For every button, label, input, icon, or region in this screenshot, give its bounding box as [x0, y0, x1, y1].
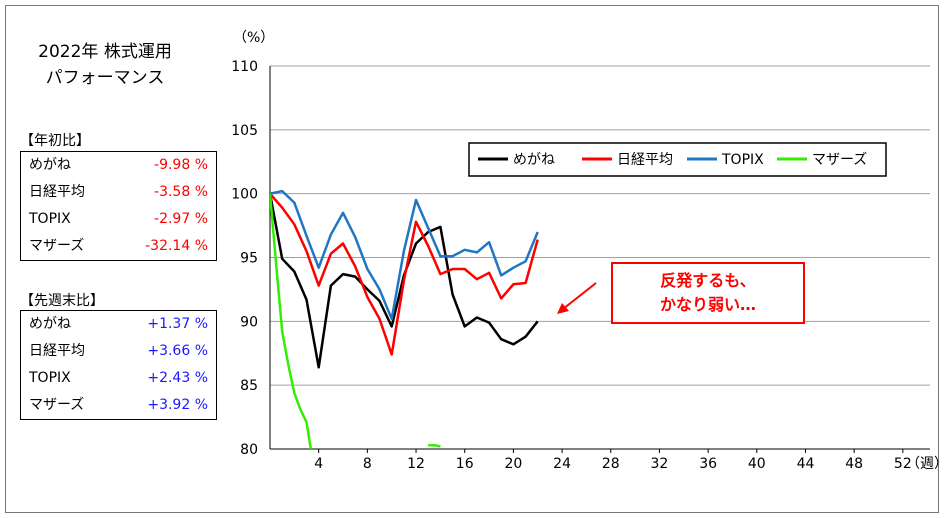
- x-axis-unit-label: （週）: [906, 456, 944, 472]
- series-lines: [270, 189, 539, 449]
- x-tick-label: 40: [748, 456, 766, 472]
- callout-arrow: [557, 282, 597, 314]
- y-axis-labels: 80 85 90 95 100 105 110: [231, 59, 258, 458]
- ytd-section-label: 【年初比】: [20, 133, 90, 149]
- wow-name: めがね: [29, 316, 71, 332]
- x-tick-label: 48: [845, 456, 863, 472]
- chart-title-line1: 2022年 株式運用: [38, 42, 172, 62]
- y-tick-label: 80: [240, 442, 258, 458]
- y-tick-label: 105: [231, 123, 258, 139]
- series-line-2: [270, 189, 539, 321]
- y-axis-unit-label: （%）: [233, 30, 274, 46]
- x-tick-label: 52: [894, 456, 912, 472]
- ytd-value: -3.58 %: [154, 184, 208, 200]
- ytd-name: TOPIX: [29, 211, 71, 227]
- ytd-row: TOPIX -2.97 %: [21, 206, 216, 233]
- legend-label: めがね: [513, 152, 555, 168]
- ytd-value: -32.14 %: [145, 238, 208, 254]
- ytd-table: めがね -9.98 % 日経平均 -3.58 % TOPIX -2.97 % マザーズ…: [20, 151, 217, 261]
- wow-row: 日経平均 +3.66 %: [21, 338, 216, 365]
- wow-row: めがね +1.37 %: [21, 311, 216, 338]
- wow-value: +1.37 %: [147, 316, 208, 332]
- series-line-3: [270, 193, 313, 449]
- x-tick-label: 28: [602, 456, 620, 472]
- ytd-row: マザーズ -32.14 %: [21, 233, 216, 260]
- x-tick-label: 44: [797, 456, 815, 472]
- wow-row: マザーズ +3.92 %: [21, 392, 216, 419]
- grid-lines: [269, 65, 930, 453]
- y-tick-label: 90: [240, 314, 258, 330]
- annotation-callout: 反発するも、 かなり弱い…: [611, 262, 805, 324]
- x-tick-label: 36: [699, 456, 717, 472]
- ytd-row: めがね -9.98 %: [21, 152, 216, 179]
- x-tick-label: 24: [553, 456, 571, 472]
- x-tick-label: 32: [651, 456, 669, 472]
- y-tick-label: 85: [240, 378, 258, 394]
- legend-box: [468, 142, 887, 177]
- ytd-row: 日経平均 -3.58 %: [21, 179, 216, 206]
- annotation-line1: 反発するも、: [660, 271, 756, 290]
- legend: めがね 日経平均 TOPIX マザーズ: [468, 142, 887, 177]
- ytd-name: めがね: [29, 157, 71, 173]
- wow-value: +2.43 %: [147, 370, 208, 386]
- x-tick-label: 16: [456, 456, 474, 472]
- x-tick-label: 12: [407, 456, 425, 472]
- y-tick-label: 110: [231, 59, 258, 75]
- chart-frame: [5, 5, 939, 513]
- wow-value: +3.92 %: [147, 397, 208, 413]
- ytd-value: -9.98 %: [154, 157, 208, 173]
- x-axis-labels: 4 8 12 16 20 24 28 32 36 40 44 48 52: [314, 456, 912, 472]
- y-tick-label: 100: [231, 187, 258, 203]
- legend-label: 日経平均: [617, 152, 673, 168]
- legend-label: マザーズ: [812, 152, 867, 168]
- wow-table: めがね +1.37 % 日経平均 +3.66 % TOPIX +2.43 % マザーズ…: [20, 310, 217, 420]
- series-line-3: [428, 443, 441, 448]
- chart-title-line2: パフォーマンス: [45, 68, 165, 88]
- ytd-name: マザーズ: [29, 238, 85, 254]
- wow-value: +3.66 %: [147, 343, 208, 359]
- wow-row: TOPIX +2.43 %: [21, 365, 216, 392]
- wow-name: 日経平均: [29, 343, 85, 359]
- wow-name: TOPIX: [29, 370, 71, 386]
- x-tick-label: 8: [363, 456, 372, 472]
- ytd-name: 日経平均: [29, 184, 85, 200]
- wow-section-label: 【先週末比】: [20, 293, 104, 309]
- series-line-1: [270, 192, 539, 356]
- ytd-value: -2.97 %: [154, 211, 208, 227]
- x-tick-label: 4: [314, 456, 323, 472]
- legend-label: TOPIX: [721, 152, 764, 168]
- annotation-line2: かなり弱い…: [659, 295, 756, 314]
- y-tick-label: 95: [240, 251, 258, 267]
- x-tick-label: 20: [504, 456, 522, 472]
- wow-name: マザーズ: [29, 397, 85, 413]
